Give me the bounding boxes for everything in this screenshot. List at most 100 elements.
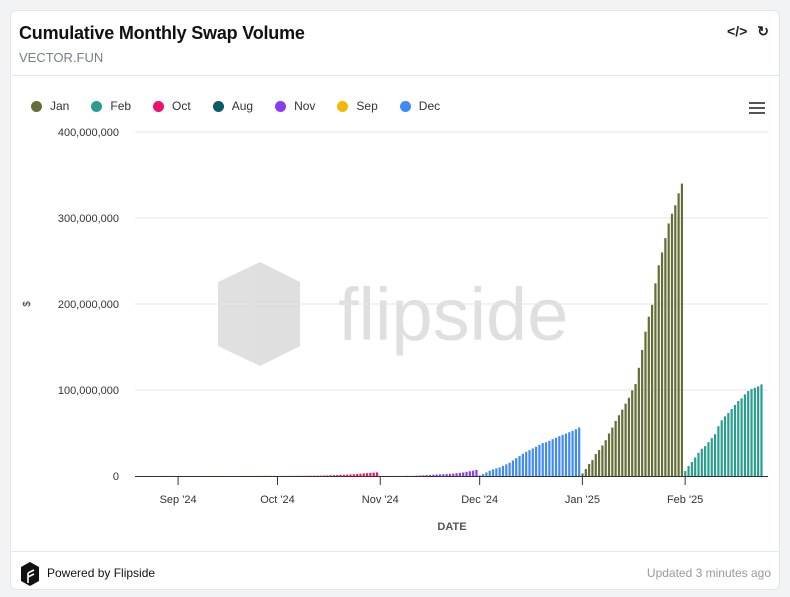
bar-jan	[667, 223, 670, 476]
bar-nov	[472, 470, 475, 476]
bar-dec	[478, 475, 481, 476]
bar-dec	[481, 474, 485, 476]
bar-feb	[743, 394, 747, 476]
bar-dec	[541, 443, 544, 476]
bar-feb	[723, 416, 727, 476]
legend-marker	[399, 100, 411, 112]
bar-dec	[521, 453, 524, 476]
bar-oct	[346, 474, 349, 476]
bar-oct	[332, 475, 336, 476]
legend: Jan Feb Oct Aug Nov Sep Dec	[31, 99, 462, 113]
y-axis-label: $	[22, 301, 33, 307]
bar-nov	[458, 472, 461, 476]
bar-dec	[578, 427, 581, 476]
legend-marker	[275, 100, 287, 112]
bar-jan	[627, 397, 631, 476]
bar-feb	[753, 387, 756, 476]
bar-oct	[329, 475, 332, 476]
bar-jan	[634, 383, 637, 476]
bar-oct	[336, 475, 339, 476]
bar-feb	[733, 405, 737, 476]
legend-label: Feb	[110, 99, 132, 113]
watermark-text: flipside	[338, 273, 568, 356]
bar-jan	[604, 440, 607, 476]
bar-oct	[322, 475, 326, 477]
x-tick-label: Feb '25	[667, 494, 703, 506]
legend-item-sep[interactable]: Sep	[337, 99, 378, 113]
bar-feb	[710, 438, 713, 476]
bar-jan	[588, 464, 591, 476]
x-axis-label: DATE	[437, 521, 466, 533]
refresh-icon[interactable]: ↻	[757, 23, 769, 39]
bar-oct	[362, 473, 365, 476]
bar-nov	[435, 474, 438, 476]
bar-nov	[422, 475, 425, 476]
bar-nov	[455, 473, 458, 476]
legend-label: Jan	[50, 99, 70, 113]
bar-dec	[531, 448, 534, 476]
bar-jan	[611, 427, 614, 476]
bar-dec	[498, 467, 501, 476]
legend-label: Sep	[356, 99, 378, 113]
legend-item-nov[interactable]: Nov	[275, 99, 315, 113]
bar-nov	[475, 469, 478, 476]
legend-marker	[91, 100, 103, 112]
bar-feb	[747, 391, 750, 476]
watermark-logo-icon	[218, 262, 300, 366]
legend-label: Oct	[172, 99, 191, 113]
bar-nov	[428, 474, 432, 476]
x-tick-label: Jan '25	[565, 494, 600, 506]
bar-jan	[637, 367, 640, 476]
bar-oct	[349, 474, 352, 476]
legend-marker	[31, 100, 42, 112]
bar-feb	[697, 452, 700, 476]
bar-nov	[445, 474, 448, 476]
bar-dec	[515, 458, 518, 476]
bar-feb	[694, 457, 697, 476]
bar-feb	[687, 466, 690, 476]
bar-nov	[425, 475, 428, 476]
powered-by-link[interactable]: Powered by Flipside	[47, 566, 156, 580]
legend-item-oct[interactable]: Oct	[153, 99, 191, 113]
bar-feb	[760, 384, 763, 476]
bar-feb	[707, 442, 710, 476]
bar-dec	[485, 472, 488, 476]
bar-jan	[607, 433, 611, 476]
flipside-logo-icon	[21, 562, 39, 586]
bar-dec	[528, 450, 531, 476]
bar-oct	[326, 475, 329, 477]
bar-nov	[465, 471, 468, 476]
bar-jan	[617, 415, 621, 476]
bar-dec	[505, 464, 508, 476]
bar-oct	[342, 474, 345, 476]
bar-feb	[713, 434, 717, 476]
bar-jan	[641, 349, 644, 476]
legend-item-jan[interactable]: Jan	[31, 99, 69, 113]
y-tick-label: 0	[113, 471, 119, 483]
bar-oct	[356, 474, 359, 476]
chart-subtitle: VECTOR.FUN	[19, 50, 104, 65]
legend-item-aug[interactable]: Aug	[212, 99, 253, 113]
bar-jan	[664, 238, 667, 476]
chart-menu-button[interactable]	[749, 99, 765, 117]
legend-marker	[212, 100, 224, 112]
bar-feb	[730, 409, 733, 476]
code-icon[interactable]: </>	[727, 23, 748, 39]
bar-oct	[339, 474, 342, 476]
bar-dec	[525, 451, 528, 476]
legend-item-dec[interactable]: Dec	[399, 99, 441, 113]
bar-jan	[594, 454, 597, 476]
bar-jan	[674, 205, 677, 476]
legend-item-feb[interactable]: Feb	[91, 99, 131, 113]
bar-feb	[740, 398, 743, 476]
bar-dec	[518, 456, 521, 476]
bar-oct	[319, 475, 322, 477]
legend-marker	[153, 100, 165, 112]
bar-dec	[535, 446, 538, 476]
bar-dec	[561, 434, 564, 476]
bar-jan	[670, 213, 674, 476]
legend-label: Dec	[418, 99, 441, 113]
bar-feb	[700, 448, 703, 476]
bar-nov	[462, 472, 465, 476]
